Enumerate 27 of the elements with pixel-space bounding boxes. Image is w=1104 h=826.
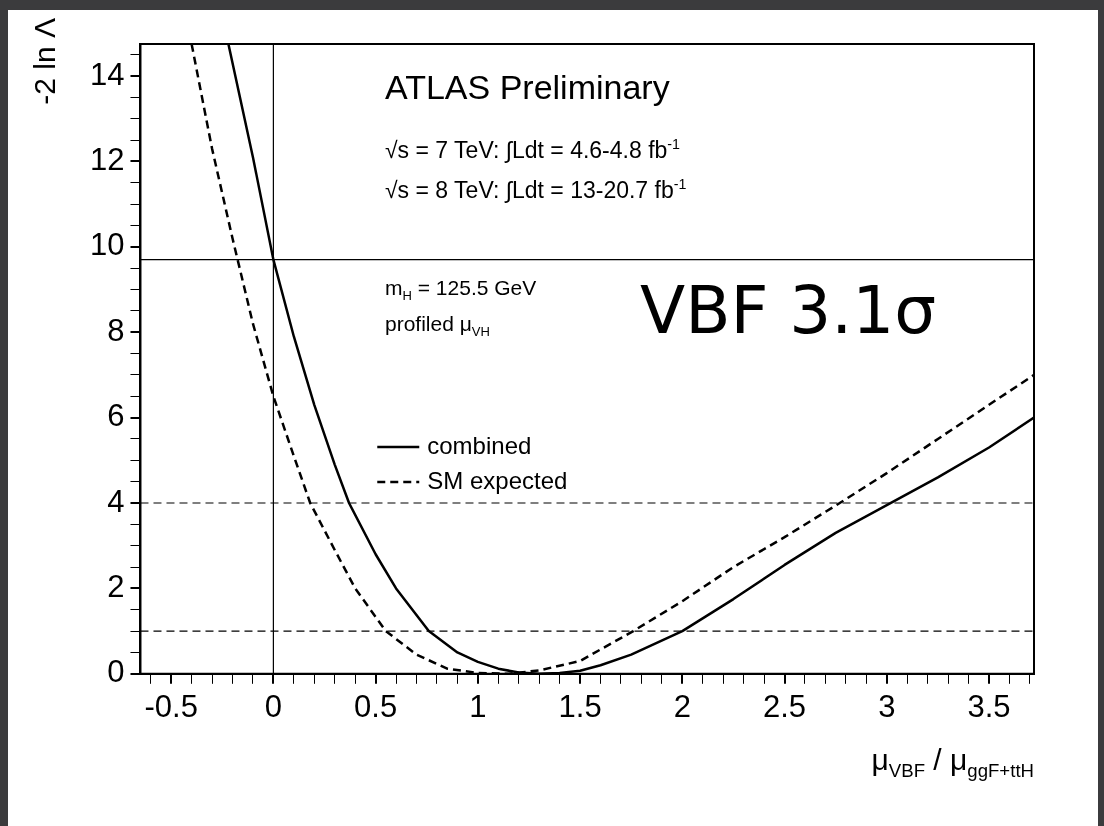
x-tick-label: -0.5 (144, 688, 198, 724)
y-tick-label: 12 (90, 141, 125, 177)
y-tick-label: 0 (107, 654, 125, 690)
y-tick-label: 6 (107, 398, 125, 434)
y-tick-label: 2 (107, 568, 125, 604)
annotation: √s = 8 TeV: ∫Ldt = 13-20.7 fb$^{-1}$ (385, 176, 687, 203)
annotation: VBF 3.1σ (640, 272, 937, 349)
y-axis-title: -2 ln Λ (28, 18, 61, 105)
x-tick-label: 0.5 (354, 688, 398, 724)
annotation: ATLAS Preliminary (385, 68, 670, 106)
annotation: m$_{H}$ = 125.5 GeV (385, 276, 537, 304)
annotation: profiled μ$_{VH}$ (385, 312, 490, 340)
y-tick-label: 4 (107, 483, 125, 519)
x-tick-label: 2.5 (763, 688, 807, 724)
annotation: √s = 7 TeV: ∫Ldt = 4.6-4.8 fb$^{-1}$ (385, 136, 680, 163)
y-tick-label: 14 (90, 56, 125, 92)
legend-label: combined (427, 431, 532, 459)
y-tick-label: 10 (90, 227, 125, 263)
x-axis-title: μ$_{VBF}$ / μ$_{ggF+ttH}$ (871, 743, 1034, 781)
x-tick-label: 1 (469, 688, 487, 724)
legend-label: SM expected (427, 466, 568, 494)
x-tick-label: 3.5 (967, 688, 1011, 724)
x-tick-label: 2 (673, 688, 691, 724)
x-tick-label: 0 (264, 688, 283, 724)
x-tick-label: 1.5 (558, 688, 602, 724)
y-tick-label: 8 (107, 312, 125, 348)
x-tick-label: 3 (878, 688, 896, 724)
